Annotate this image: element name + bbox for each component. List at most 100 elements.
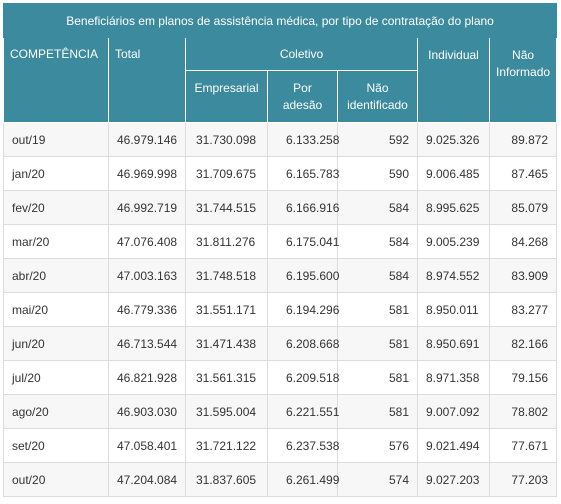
header-por-adesao: Por adesão: [267, 70, 338, 123]
cell-nao-identificado: 584: [337, 258, 418, 293]
cell-total: 47.003.163: [108, 258, 186, 293]
table-row: ago/20 46.903.030 31.595.004 6.221.551 581 9.…: [3, 394, 558, 429]
cell-nao-identificado: 581: [337, 292, 418, 327]
table-row: jan/20 46.969.998 31.709.675 6.165.783 590 9.…: [3, 156, 558, 191]
table-row: jul/20 46.821.928 31.561.315 6.209.518 581 8.…: [3, 360, 558, 395]
cell-empresarial: 31.730.098: [185, 122, 268, 157]
cell-competencia: abr/20: [3, 258, 109, 293]
cell-nao-informado: 77.203: [488, 462, 558, 497]
cell-por-adesao: 6.208.668: [267, 326, 339, 361]
header-competencia: COMPETÊNCIA: [3, 37, 109, 123]
cell-por-adesao: 6.166.916: [267, 190, 339, 225]
cell-competencia: ago/20: [3, 394, 109, 429]
cell-competencia: jun/20: [3, 326, 109, 361]
cell-total: 46.713.544: [108, 326, 186, 361]
cell-total: 46.779.336: [108, 292, 186, 327]
header-nao-informado: Não Informado: [488, 37, 558, 123]
header-total: Total: [108, 37, 186, 123]
cell-individual: 9.006.485: [417, 156, 490, 191]
cell-individual: 9.027.203: [417, 462, 490, 497]
table-row: mai/20 46.779.336 31.551.171 6.194.296 581 8.…: [3, 292, 558, 327]
cell-empresarial: 31.709.675: [185, 156, 268, 191]
cell-competencia: jul/20: [3, 360, 109, 395]
cell-nao-identificado: 592: [337, 122, 418, 157]
header-nao-identificado: Não identificado: [337, 70, 418, 123]
table-row: jun/20 46.713.544 31.471.438 6.208.668 581 8.…: [3, 326, 558, 361]
cell-por-adesao: 6.237.538: [267, 428, 339, 463]
beneficiarios-table: Beneficiários em planos de assistência m…: [2, 3, 558, 497]
cell-competencia: out/19: [3, 122, 109, 157]
cell-individual: 8.974.552: [417, 258, 490, 293]
cell-nao-identificado: 584: [337, 190, 418, 225]
cell-nao-informado: 83.909: [488, 258, 558, 293]
cell-total: 46.979.146: [108, 122, 186, 157]
table-row: set/20 47.058.401 31.721.122 6.237.538 576 9.…: [3, 428, 558, 463]
table-row: out/20 47.204.084 31.837.605 6.261.499 574 9.…: [3, 462, 558, 497]
cell-nao-identificado: 581: [337, 360, 418, 395]
cell-individual: 9.005.239: [417, 224, 490, 259]
cell-por-adesao: 6.221.551: [267, 394, 339, 429]
cell-por-adesao: 6.194.296: [267, 292, 339, 327]
cell-individual: 8.950.691: [417, 326, 490, 361]
cell-nao-informado: 77.671: [488, 428, 558, 463]
cell-empresarial: 31.721.122: [185, 428, 268, 463]
cell-por-adesao: 6.195.600: [267, 258, 339, 293]
table-body: out/19 46.979.146 31.730.098 6.133.258 592 9.…: [3, 122, 558, 497]
cell-competencia: jan/20: [3, 156, 109, 191]
cell-empresarial: 31.748.518: [185, 258, 268, 293]
header-individual: Individual: [417, 37, 490, 123]
cell-por-adesao: 6.175.041: [267, 224, 339, 259]
cell-nao-informado: 82.166: [488, 326, 558, 361]
cell-empresarial: 31.595.004: [185, 394, 268, 429]
cell-por-adesao: 6.209.518: [267, 360, 339, 395]
cell-empresarial: 31.471.438: [185, 326, 268, 361]
cell-competencia: mai/20: [3, 292, 109, 327]
cell-nao-informado: 79.156: [488, 360, 558, 395]
cell-individual: 8.995.625: [417, 190, 490, 225]
table-row: out/19 46.979.146 31.730.098 6.133.258 592 9.…: [3, 122, 558, 157]
cell-competencia: out/20: [3, 462, 109, 497]
cell-por-adesao: 6.133.258: [267, 122, 339, 157]
cell-total: 46.821.928: [108, 360, 186, 395]
cell-nao-informado: 89.872: [488, 122, 558, 157]
cell-nao-identificado: 574: [337, 462, 418, 497]
cell-empresarial: 31.551.171: [185, 292, 268, 327]
cell-individual: 9.025.326: [417, 122, 490, 157]
header-coletivo: Coletivo: [185, 37, 418, 71]
cell-individual: 9.007.092: [417, 394, 490, 429]
cell-nao-informado: 84.268: [488, 224, 558, 259]
cell-individual: 8.950.011: [417, 292, 490, 327]
cell-total: 46.992.719: [108, 190, 186, 225]
table-row: abr/20 47.003.163 31.748.518 6.195.600 584 8.…: [3, 258, 558, 293]
cell-individual: 8.971.358: [417, 360, 490, 395]
cell-empresarial: 31.811.276: [185, 224, 268, 259]
cell-empresarial: 31.837.605: [185, 462, 268, 497]
cell-nao-informado: 87.465: [488, 156, 558, 191]
cell-por-adesao: 6.261.499: [267, 462, 339, 497]
table-row: fev/20 46.992.719 31.744.515 6.166.916 584 8.…: [3, 190, 558, 225]
cell-nao-informado: 85.079: [488, 190, 558, 225]
cell-nao-identificado: 576: [337, 428, 418, 463]
cell-por-adesao: 6.165.783: [267, 156, 339, 191]
cell-total: 47.204.084: [108, 462, 186, 497]
cell-nao-informado: 83.277: [488, 292, 558, 327]
table-header: Beneficiários em planos de assistência m…: [2, 3, 558, 123]
cell-nao-identificado: 584: [337, 224, 418, 259]
cell-nao-identificado: 581: [337, 326, 418, 361]
beneficiarios-table-container: Beneficiários em planos de assistência m…: [2, 3, 558, 497]
cell-empresarial: 31.744.515: [185, 190, 268, 225]
cell-total: 47.058.401: [108, 428, 186, 463]
cell-empresarial: 31.561.315: [185, 360, 268, 395]
cell-competencia: mar/20: [3, 224, 109, 259]
table-caption: Beneficiários em planos de assistência m…: [2, 3, 558, 38]
cell-nao-identificado: 581: [337, 394, 418, 429]
table-row: mar/20 47.076.408 31.811.276 6.175.041 584 9.…: [3, 224, 558, 259]
cell-total: 46.969.998: [108, 156, 186, 191]
cell-competencia: set/20: [3, 428, 109, 463]
cell-nao-identificado: 590: [337, 156, 418, 191]
cell-individual: 9.021.494: [417, 428, 490, 463]
cell-competencia: fev/20: [3, 190, 109, 225]
cell-total: 47.076.408: [108, 224, 186, 259]
header-empresarial: Empresarial: [185, 70, 268, 123]
cell-total: 46.903.030: [108, 394, 186, 429]
